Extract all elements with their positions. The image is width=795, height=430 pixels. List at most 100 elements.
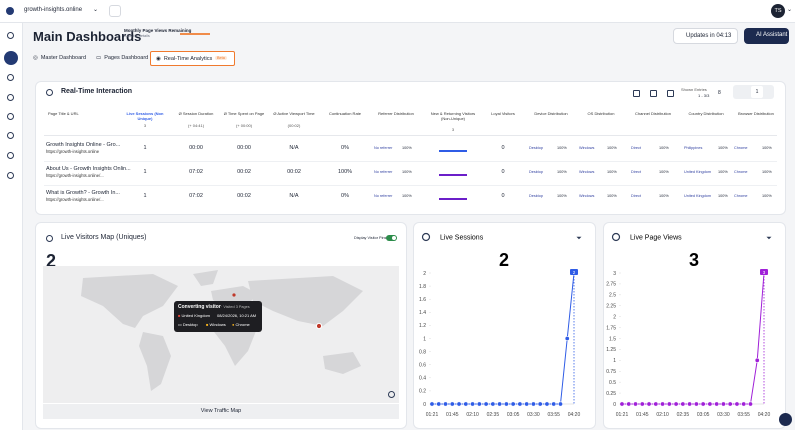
data-point [747,401,753,407]
data-point [510,401,516,407]
column-header[interactable]: Page Title & URL [48,111,79,116]
chevron[interactable]: ⌄ [787,7,793,13]
column-header[interactable]: Ø Time Spent on Page [223,111,265,116]
column-header[interactable]: Ø Session Duration [178,111,214,116]
data-point [633,401,639,407]
nav-icon[interactable] [7,152,14,159]
page-url[interactable]: https://growth-insights.online/... [46,197,104,202]
y-tick-label: 1.25 [606,347,616,353]
avatar[interactable]: TS [771,4,785,18]
filter-icon: ⏷ [576,235,582,242]
chart-title: Live Sessions [440,235,484,242]
cell: N/A [289,193,299,199]
data-point [646,401,652,407]
card-icon [611,232,621,242]
cell: 0% [341,193,349,199]
column-header[interactable]: OS Distribution [587,111,615,116]
tab[interactable]: ▭ Pages Dashboard [96,55,149,61]
page-title[interactable]: About Us - Growth Insights Onlin... [46,166,131,172]
tooltip-title: Converting visitor [178,304,221,310]
column-header[interactable]: Browser Distribution [738,111,774,116]
dist-pct: 100% [557,146,567,150]
data-point [524,401,530,407]
x-tick-label: 02:10 [466,412,479,418]
chat-button[interactable] [779,413,792,426]
ai-button[interactable]: AI Assistant [744,28,789,44]
beta-badge: Beta [215,56,227,60]
page-url[interactable]: https://growth-insights.online [46,149,100,154]
open-site-button[interactable] [109,5,121,17]
page-url[interactable]: https://growth-insights.online/... [46,173,104,178]
quota-bar [180,33,210,35]
value-label-box [570,269,578,275]
data-point [734,401,740,407]
data-point [564,335,570,341]
data-point [673,401,679,407]
page-number[interactable]: 1 [751,86,763,98]
y-tick-label: 1.4 [419,310,426,316]
nav-icon[interactable] [7,74,14,81]
series-line [622,272,765,405]
tooltip-browser: ● Chrome [232,322,250,327]
updates-text: Updates in 04:13 [686,33,732,39]
x-tick-label: 03:55 [737,412,750,418]
nav-icon[interactable] [7,172,14,179]
quota-link[interactable]: Click for details [124,34,150,38]
cell: 00:02 [237,193,251,199]
map-card: Live Visitors Map (Uniques) 2 Display Vi… [35,222,407,429]
column-sub: 3 [143,123,147,128]
column-header[interactable]: Ø Active Viewport Time [273,111,315,116]
nav-icon[interactable] [7,113,14,120]
column-header[interactable]: Continuation Rate [328,111,362,116]
pager: 1 [733,85,774,99]
page-title[interactable]: What is Growth? - Growth In... [46,190,120,196]
quota-title: Monthly Page Views Remaining [124,28,192,33]
page-title[interactable]: Growth Insights Online - Gro... [46,142,121,148]
page-size[interactable]: 8 [718,90,721,96]
data-point [463,401,469,407]
nav-icon[interactable] [7,32,14,39]
tab-active[interactable]: ◉ Real-Time Analytics Beta [150,51,235,66]
traffic-map-button[interactable]: View Traffic Map [43,404,399,419]
data-point [653,401,659,407]
export-icon[interactable] [650,90,657,97]
dist-label: No referrer [374,194,393,198]
visitor-bar [439,174,467,176]
card-icon [421,232,431,242]
series-line [432,272,575,405]
logo [6,7,14,15]
dist-label: United Kingdom [684,194,712,198]
x-tick-label: 02:10 [656,412,669,418]
tab[interactable]: ◎ Master Dashboard [33,55,87,61]
filter-icon[interactable] [667,90,674,97]
column-header[interactable]: Referrer Distribution [378,111,414,116]
refresh-icon[interactable] [388,391,395,398]
chevron[interactable]: ⌄ [93,7,99,13]
updates-button[interactable]: Updates in 04:13 [673,28,738,44]
column-header[interactable]: Loyal Visitors [491,111,515,116]
column-header[interactable]: Country Distribution [688,111,724,116]
nav-icon[interactable] [7,94,14,101]
tab-label-text: Real-Time Analytics [163,55,213,62]
data-point [693,401,699,407]
visitor-bar-fill [439,198,467,200]
column-header[interactable]: Channel Distribution [634,111,672,116]
pins-toggle[interactable] [386,235,397,241]
card-title: Real-Time Interaction [61,88,133,95]
x-tick-label: 03:05 [507,412,520,418]
column-header[interactable]: Device Distribution [534,111,568,116]
column-header[interactable]: New & Returning Visitors (Non-Unique) [430,111,476,121]
dist-label: Direct [631,170,641,174]
chart-total: 3 [689,250,699,270]
tab-label: Pages Dashboard [104,55,149,61]
dist-pct: 100% [718,146,728,150]
nav-icon[interactable] [7,132,14,139]
tooltip-os-text: Windows [209,322,226,327]
column-header[interactable]: Live Sessions (Non Unique) [126,111,164,121]
y-tick-label: 0.4 [419,376,426,382]
nav-icon-active[interactable] [4,51,18,65]
download-icon[interactable] [633,90,640,97]
site-selector[interactable]: growth-insights.online [24,7,83,13]
dist-pct: 100% [402,170,412,174]
dist-label: Windows [579,194,595,198]
